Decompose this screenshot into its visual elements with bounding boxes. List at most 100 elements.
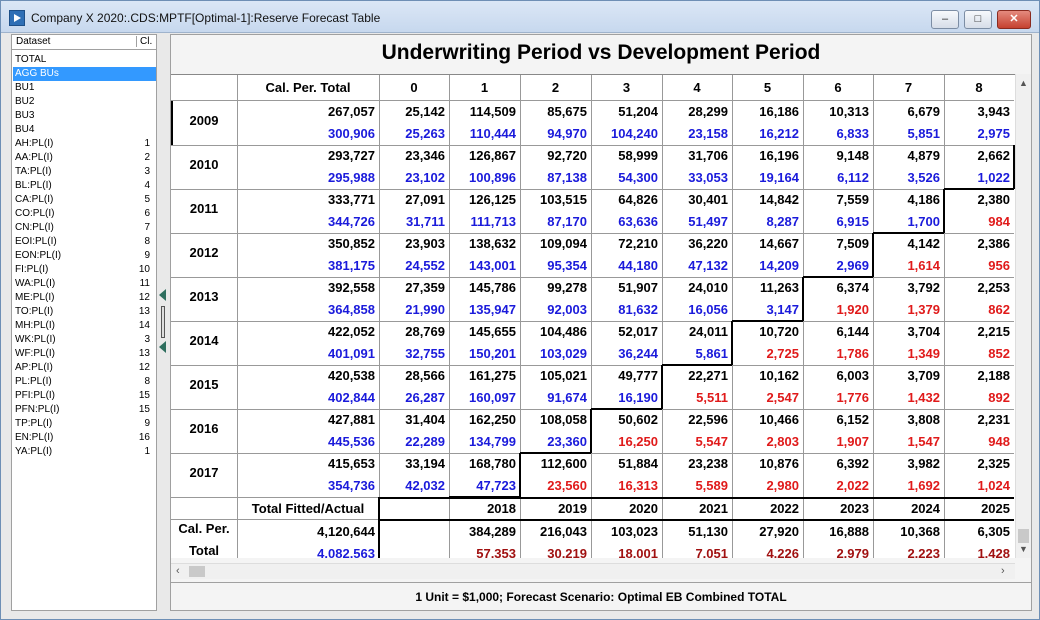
table-cell-fitted[interactable]: 150,201	[469, 346, 516, 361]
table-cell-fitted[interactable]: 2,547	[766, 390, 799, 405]
table-cell-actual[interactable]: 10,466	[759, 412, 799, 427]
total-cell-actual[interactable]: 10,368	[900, 524, 940, 539]
table-cell-fitted[interactable]: 92,003	[547, 302, 587, 317]
table-cell-actual[interactable]: 3,704	[907, 324, 940, 339]
vertical-scrollbar[interactable]: ▲ ▼	[1015, 74, 1031, 558]
table-cell-actual[interactable]: 64,826	[618, 192, 658, 207]
table-cell-actual[interactable]: 2,231	[977, 412, 1010, 427]
table-cell-fitted[interactable]: 44,180	[618, 258, 658, 273]
table-cell-actual[interactable]: 24,011	[688, 324, 728, 339]
table-cell-fitted[interactable]: 2,975	[977, 126, 1010, 141]
table-cell-actual[interactable]: 36,220	[688, 236, 728, 251]
table-cell-fitted[interactable]: 87,138	[547, 170, 587, 185]
total-cell-fitted[interactable]: 30,219	[547, 546, 587, 558]
table-cell-fitted[interactable]: 87,170	[547, 214, 587, 229]
table-cell-actual[interactable]: 2,253	[977, 280, 1010, 295]
table-cell-actual[interactable]: 16,186	[759, 104, 799, 119]
table-cell-fitted[interactable]: 381,175	[328, 258, 375, 273]
table-cell-fitted[interactable]: 51,497	[688, 214, 728, 229]
table-cell-actual[interactable]: 58,999	[618, 148, 658, 163]
table-cell-fitted[interactable]: 143,001	[469, 258, 516, 273]
table-cell-actual[interactable]: 114,509	[469, 104, 516, 119]
close-button[interactable]: ✕	[997, 10, 1031, 29]
table-cell-fitted[interactable]: 91,674	[547, 390, 587, 405]
dataset-list-item[interactable]: AGG BUs	[13, 67, 156, 81]
table-cell-actual[interactable]: 2,325	[977, 456, 1010, 471]
dataset-list-item[interactable]: FI:PL(I) 10	[13, 263, 156, 277]
table-cell-actual[interactable]: 2,386	[977, 236, 1010, 251]
table-cell-actual[interactable]: 10,720	[759, 324, 799, 339]
table-cell-actual[interactable]: 23,238	[688, 456, 728, 471]
table-cell-actual[interactable]: 3,709	[907, 368, 940, 383]
dataset-list-item[interactable]: EN:PL(I) 16	[13, 431, 156, 445]
table-cell-fitted[interactable]: 14,209	[759, 258, 799, 273]
dataset-list-item[interactable]: CO:PL(I) 6	[13, 207, 156, 221]
table-cell-fitted[interactable]: 364,858	[328, 302, 375, 317]
table-cell-fitted[interactable]: 31,711	[405, 214, 445, 229]
table-cell-fitted[interactable]: 948	[988, 434, 1010, 449]
table-cell-actual[interactable]: 92,720	[547, 148, 587, 163]
table-cell-fitted[interactable]: 23,158	[688, 126, 728, 141]
table-cell-actual[interactable]: 31,706	[688, 148, 728, 163]
table-cell-actual[interactable]: 51,204	[618, 104, 658, 119]
calendar-year-header[interactable]: 2021	[699, 501, 728, 516]
dataset-list-item[interactable]: WK:PL(I) 3	[13, 333, 156, 347]
scroll-left-icon[interactable]: ‹	[176, 565, 180, 577]
scroll-down-icon[interactable]: ▼	[1019, 544, 1028, 554]
table-cell-actual[interactable]: 145,786	[469, 280, 516, 295]
table-cell-actual[interactable]: 6,003	[836, 368, 869, 383]
calendar-year-header[interactable]: 2019	[558, 501, 587, 516]
table-cell-fitted[interactable]: 3,147	[766, 302, 799, 317]
dataset-list-item[interactable]: BU3	[13, 109, 156, 123]
dataset-list-item[interactable]: EOI:PL(I) 8	[13, 235, 156, 249]
dataset-list-item[interactable]: TOTAL	[13, 53, 156, 67]
dataset-list-item[interactable]: BU4	[13, 123, 156, 137]
dataset-list-item[interactable]: WA:PL(I) 11	[13, 277, 156, 291]
table-cell-fitted[interactable]: 26,287	[405, 390, 445, 405]
table-cell-fitted[interactable]: 1,907	[836, 434, 869, 449]
table-cell-fitted[interactable]: 892	[988, 390, 1010, 405]
calendar-year-header[interactable]: 2023	[840, 501, 869, 516]
table-cell-fitted[interactable]: 445,536	[328, 434, 375, 449]
column-header[interactable]: 8	[975, 80, 983, 95]
table-cell-actual[interactable]: 104,486	[540, 324, 587, 339]
table-cell-actual[interactable]: 105,021	[540, 368, 587, 383]
table-cell-actual[interactable]: 4,879	[907, 148, 940, 163]
table-cell-actual[interactable]: 2,662	[977, 148, 1010, 163]
column-header[interactable]: 4	[693, 80, 701, 95]
dataset-list-item[interactable]: EON:PL(I) 9	[13, 249, 156, 263]
table-cell-actual[interactable]: 162,250	[469, 412, 516, 427]
table-cell-fitted[interactable]: 5,851	[907, 126, 940, 141]
dataset-list-item[interactable]: ME:PL(I) 12	[13, 291, 156, 305]
table-cell-fitted[interactable]: 862	[988, 302, 1010, 317]
table-cell-fitted[interactable]: 103,029	[540, 346, 587, 361]
table-cell-actual[interactable]: 27,091	[405, 192, 445, 207]
table-cell-actual[interactable]: 7,559	[836, 192, 869, 207]
calendar-year-header[interactable]: 2018	[487, 501, 516, 516]
total-cell-fitted[interactable]: 4,082,563	[317, 546, 375, 558]
scroll-right-icon[interactable]: ›	[1001, 565, 1005, 577]
table-cell-actual[interactable]: 420,538	[328, 368, 375, 383]
table-cell-fitted[interactable]: 21,990	[405, 302, 445, 317]
table-cell-fitted[interactable]: 100,896	[469, 170, 516, 185]
table-cell-fitted[interactable]: 36,244	[618, 346, 658, 361]
table-cell-actual[interactable]: 85,675	[547, 104, 587, 119]
dataset-list-item[interactable]: AP:PL(I) 12	[13, 361, 156, 375]
table-cell-fitted[interactable]: 8,287	[766, 214, 799, 229]
table-cell-actual[interactable]: 350,852	[328, 236, 375, 251]
calendar-year-header[interactable]: 2020	[629, 501, 658, 516]
table-cell-fitted[interactable]: 1,022	[977, 170, 1010, 185]
table-cell-actual[interactable]: 14,842	[759, 192, 799, 207]
dataset-list-item[interactable]: WF:PL(I) 13	[13, 347, 156, 361]
table-cell-actual[interactable]: 50,602	[618, 412, 658, 427]
total-cell-fitted[interactable]: 7,051	[695, 546, 728, 558]
table-cell-fitted[interactable]: 32,755	[405, 346, 445, 361]
table-cell-actual[interactable]: 33,194	[405, 456, 445, 471]
table-cell-fitted[interactable]: 16,190	[618, 390, 658, 405]
dataset-list-item[interactable]: BL:PL(I) 4	[13, 179, 156, 193]
calendar-year-header[interactable]: 2025	[981, 501, 1010, 516]
table-cell-fitted[interactable]: 23,360	[547, 434, 587, 449]
table-cell-fitted[interactable]: 16,056	[688, 302, 728, 317]
table-cell-actual[interactable]: 10,162	[759, 368, 799, 383]
table-cell-actual[interactable]: 4,142	[907, 236, 940, 251]
